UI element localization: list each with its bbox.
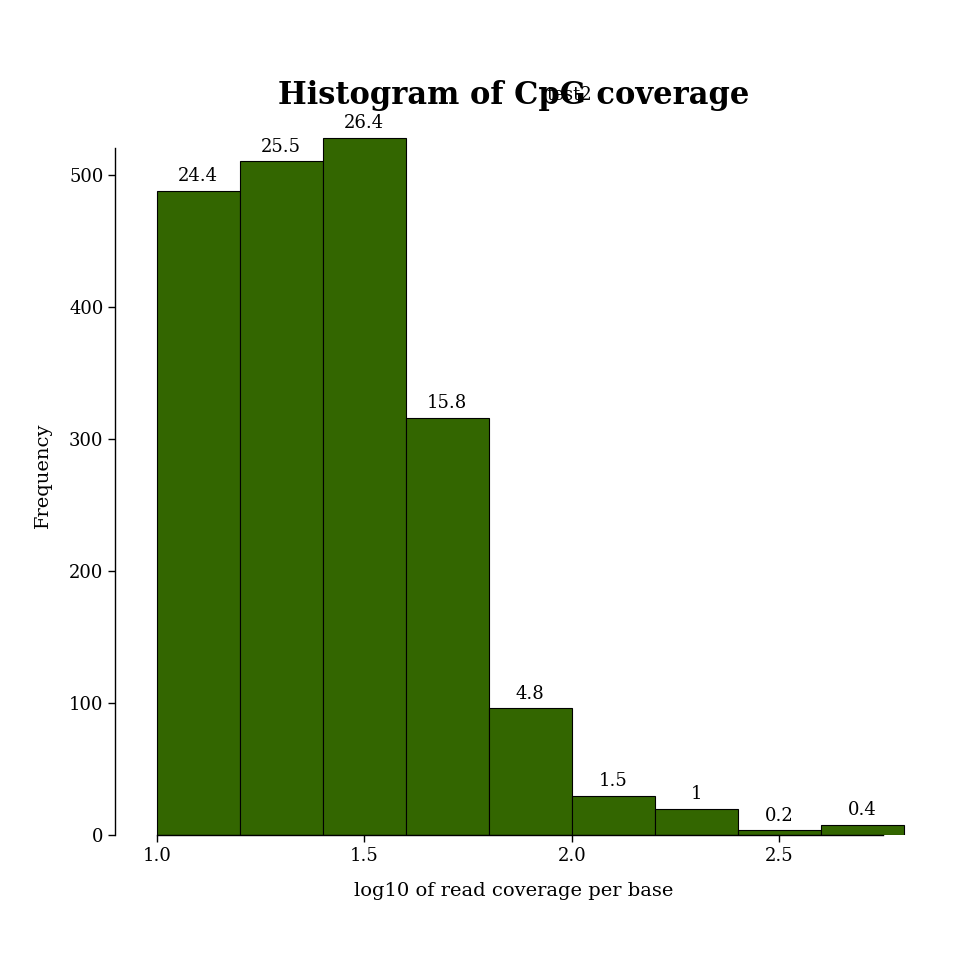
Bar [156,190,240,835]
Text: 24.4: 24.4 [179,167,218,185]
Text: 1.5: 1.5 [599,772,628,790]
Bar [572,796,655,835]
Bar [323,137,406,835]
Title: Histogram of CpG coverage: Histogram of CpG coverage [277,80,750,111]
Bar [821,825,903,835]
Text: 15.8: 15.8 [427,395,468,413]
Text: test2: test2 [546,86,592,105]
Bar [737,829,821,835]
Bar [655,808,737,835]
Text: 4.8: 4.8 [516,685,544,703]
Bar [240,161,323,835]
Text: 26.4: 26.4 [344,114,384,132]
Text: 0.2: 0.2 [765,806,794,825]
Text: 1: 1 [690,785,702,804]
Bar [489,708,572,835]
Y-axis label: Frequency: Frequency [35,422,52,528]
Text: 0.4: 0.4 [848,802,876,819]
Text: 25.5: 25.5 [261,138,301,156]
Bar [406,418,489,835]
X-axis label: log10 of read coverage per base: log10 of read coverage per base [354,881,673,900]
